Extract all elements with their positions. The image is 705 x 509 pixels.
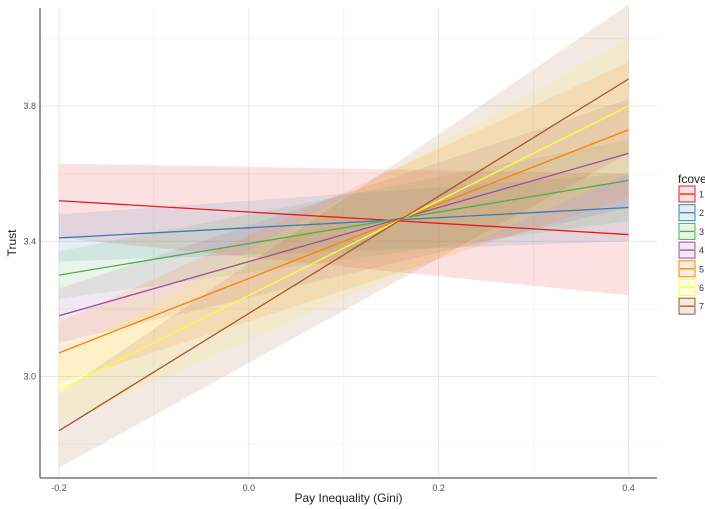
x-tick-label: 0.2 [432, 483, 445, 493]
series-lines [58, 78, 629, 432]
x-tick-labels: -0.2 0.0 0.2 0.4 [51, 483, 635, 493]
grid [40, 8, 657, 478]
confidence-band-6 [58, 38, 629, 424]
x-axis-title: Pay Inequality (Gini) [294, 491, 402, 505]
confidence-band-3 [58, 139, 629, 299]
legend-label-7: 7 [699, 302, 704, 312]
y-axis-title: Trust [5, 229, 19, 257]
x-tick-label: 0.0 [243, 483, 256, 493]
y-tick-label: 3.4 [23, 236, 36, 246]
legend-label-6: 6 [699, 283, 704, 293]
y-tick-label: 3.8 [23, 101, 36, 111]
y-tick-labels: 3.0 3.4 3.8 [23, 101, 36, 382]
confidence-band-4 [58, 99, 629, 343]
series-line-3 [58, 179, 629, 276]
confidence-band-1 [58, 163, 629, 296]
x-tick-label: -0.2 [51, 483, 67, 493]
legend-label-5: 5 [699, 264, 704, 274]
series-line-2 [58, 206, 629, 239]
confidence-band-7 [58, 4, 629, 468]
legend-label-1: 1 [699, 190, 704, 200]
legend: fcover 1 2 3 4 5 6 7 [678, 172, 705, 315]
y-tick-label: 3.0 [23, 372, 36, 382]
series-line-6 [58, 105, 629, 391]
legend-label-4: 4 [699, 246, 704, 256]
legend-label-3: 3 [699, 227, 704, 237]
series-line-5 [58, 129, 629, 354]
legend-title: fcover [678, 172, 705, 186]
series-line-1 [58, 200, 629, 236]
series-line-7 [58, 78, 629, 432]
legend-label-2: 2 [699, 208, 704, 218]
x-tick-label: 0.4 [622, 483, 635, 493]
series-line-4 [58, 152, 629, 317]
